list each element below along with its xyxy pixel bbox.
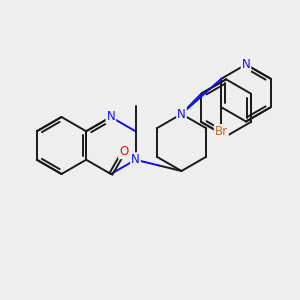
Text: Br: Br (215, 125, 228, 138)
Text: O: O (119, 145, 128, 158)
Text: N: N (131, 153, 140, 166)
Text: N: N (242, 58, 250, 71)
Text: N: N (106, 110, 115, 124)
Text: N: N (177, 107, 186, 121)
